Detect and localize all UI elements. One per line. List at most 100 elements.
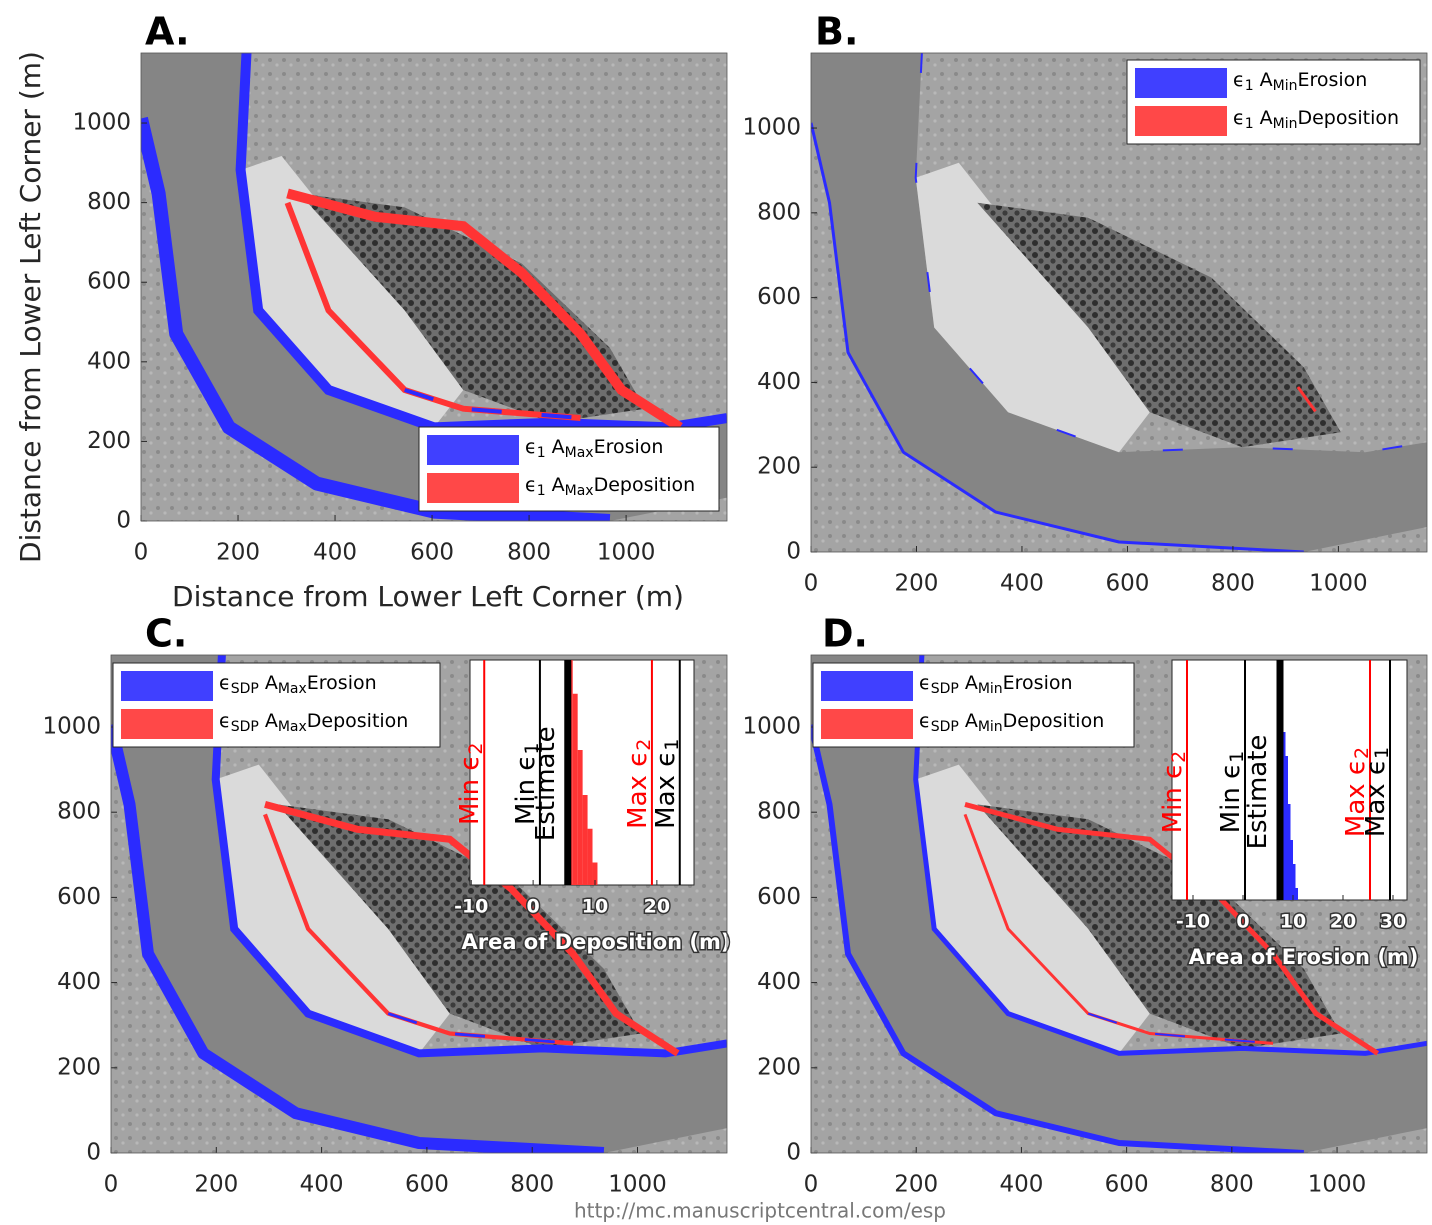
x-tick-label: 800: [507, 540, 551, 566]
legend-swatch: [427, 435, 519, 465]
plot-frame: [110, 654, 728, 1154]
legend-text-part: 1: [1245, 78, 1254, 94]
legend-text-part: ϵ: [919, 672, 931, 694]
y-tick-label: 800: [57, 799, 101, 825]
legend-text-part: 1: [537, 445, 546, 461]
panel-label: A.: [145, 10, 190, 54]
threshold-label-part: ϵ: [1216, 763, 1246, 779]
erosion-band: [914, 53, 1427, 454]
x-tick-label: 0: [104, 1172, 119, 1198]
river: [141, 53, 727, 521]
inset-x-tick-label: 30: [1380, 911, 1406, 933]
legend-swatch: [821, 671, 913, 701]
threshold-label-part: Estimate: [530, 726, 560, 841]
legend-text-part: Max: [565, 483, 594, 499]
histogram-bar: [1285, 756, 1288, 900]
y-tick-label: 400: [87, 348, 131, 374]
x-tick-label: 1000: [597, 540, 656, 566]
threshold-label: Min ϵ1: [1216, 751, 1249, 834]
threshold-label-part: ϵ: [1341, 759, 1371, 775]
threshold-label: Min ϵ1: [510, 743, 543, 826]
x-tick-label: 400: [1000, 571, 1044, 597]
legend-text-part: A: [1260, 69, 1273, 91]
legend-label: ϵSDP AMaxDeposition: [219, 710, 408, 735]
histogram-bar: [592, 862, 598, 885]
y-tick-label: 0: [86, 1140, 101, 1166]
x-tick-label: 600: [405, 1172, 449, 1198]
inset-x-tick-label: 20: [1330, 911, 1356, 933]
panel-label: B.: [815, 10, 858, 54]
legend-text-part: A: [965, 672, 978, 694]
x-tick-label: 800: [510, 1172, 554, 1198]
threshold-label-part: 2: [1168, 751, 1190, 763]
threshold-label-part: 1: [521, 743, 543, 755]
plot-frame: [810, 52, 1428, 553]
legend-text-part: 1: [1245, 116, 1254, 132]
erosion-band: [811, 122, 1304, 552]
panel-label: D.: [822, 612, 868, 656]
legend-text-part: Min: [978, 681, 1003, 697]
legend-label: ϵSDP AMaxErosion: [219, 672, 377, 697]
panel-label: C.: [145, 612, 187, 656]
threshold-label: Max ϵ2: [1341, 747, 1374, 837]
legend-text-part: Min: [1273, 116, 1298, 132]
threshold-label: Estimate: [1243, 735, 1273, 850]
inset-x-label: Area of Erosion (m): [1189, 945, 1419, 969]
y-tick-label: 200: [57, 1054, 101, 1080]
legend-text-part: ϵ: [919, 710, 931, 732]
y-tick-label: 600: [57, 884, 101, 910]
y-axis-label: Distance from Lower Left Corner (m): [14, 51, 47, 563]
threshold-label-part: Max: [1361, 775, 1391, 837]
x-tick-label: 600: [1105, 1172, 1149, 1198]
y-tick-label: 800: [757, 799, 801, 825]
threshold-label-part: ϵ: [622, 751, 652, 767]
x-tick-label: 200: [194, 1172, 238, 1198]
x-tick-label: 1000: [1309, 571, 1368, 597]
histogram-bar: [1283, 732, 1286, 900]
legend-text-part: ϵ: [219, 672, 231, 694]
threshold-label-part: Max: [1341, 775, 1371, 837]
y-tick-label: 400: [757, 369, 801, 395]
threshold-label-part: 1: [661, 739, 683, 751]
y-tick-label: 1000: [72, 110, 131, 136]
y-tick-label: 1000: [742, 115, 801, 141]
y-tick-label: 800: [757, 199, 801, 225]
erosion-band: [913, 655, 1427, 1056]
legend-text-part: Max: [278, 719, 307, 735]
legend-text-part: Erosion: [307, 672, 377, 694]
erosion-band: [111, 723, 605, 1153]
x-tick-label: 600: [410, 540, 454, 566]
threshold-label-part: Min: [455, 771, 485, 825]
legend-label: ϵSDP AMinDeposition: [919, 710, 1104, 735]
threshold-label-part: Min: [1216, 779, 1246, 833]
threshold-label: Min ϵ2: [1158, 751, 1191, 834]
y-tick-label: 600: [757, 284, 801, 310]
legend-swatch: [121, 709, 213, 739]
legend-text-part: Max: [565, 445, 594, 461]
legend-swatch: [1135, 106, 1227, 136]
threshold-label-part: Max: [650, 767, 680, 829]
footer-url: http://mc.manuscriptcentral.com/esp: [574, 1199, 946, 1223]
y-tick-label: 0: [786, 539, 801, 565]
legend-text-part: A: [265, 710, 278, 732]
x-tick-label: 800: [1210, 1172, 1254, 1198]
plot-frame: [810, 654, 1428, 1154]
deposition-band: [264, 801, 680, 1057]
inset-x-tick-label: 20: [644, 896, 670, 918]
x-tick-label: 0: [804, 571, 819, 597]
legend-text-part: ϵ: [525, 436, 537, 458]
legend-text-part: Deposition: [1003, 710, 1105, 732]
y-tick-label: 200: [87, 428, 131, 454]
histogram-bar: [1295, 888, 1298, 900]
y-tick-label: 400: [757, 969, 801, 995]
legend-text-part: SDP: [231, 719, 259, 735]
threshold-label-part: ϵ: [1158, 763, 1188, 779]
legend-text-part: A: [965, 710, 978, 732]
y-tick-label: 0: [786, 1140, 801, 1166]
x-tick-label: 0: [804, 1172, 819, 1198]
x-tick-label: 800: [1211, 571, 1255, 597]
histogram-bar: [582, 795, 588, 885]
threshold-label: Min ϵ2: [455, 743, 488, 826]
legend-swatch: [121, 671, 213, 701]
legend-text-part: ϵ: [1233, 69, 1245, 91]
